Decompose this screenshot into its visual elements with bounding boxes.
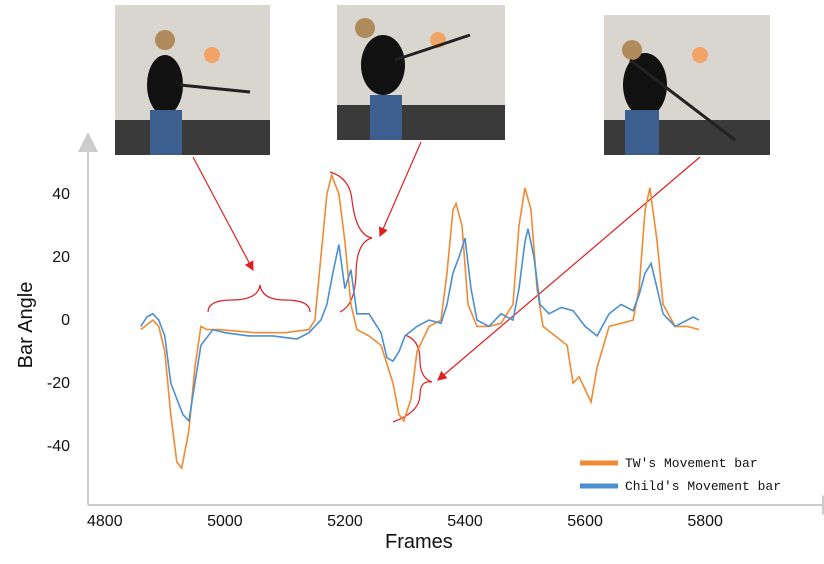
x-tick-label: 4800 bbox=[87, 513, 123, 530]
arrow bbox=[192, 156, 254, 272]
photo bbox=[604, 15, 770, 155]
arrow bbox=[378, 141, 422, 238]
brace bbox=[207, 284, 311, 313]
y-tick-label: 20 bbox=[52, 249, 70, 266]
x-tick-label: 5200 bbox=[327, 513, 363, 530]
legend-label: Child's Movement bar bbox=[625, 479, 781, 494]
series-line bbox=[140, 172, 700, 470]
x-tick-label: 5000 bbox=[207, 513, 243, 530]
x-tick-label: 5400 bbox=[447, 513, 483, 530]
x-tick-label: 5800 bbox=[687, 513, 723, 530]
series-line bbox=[140, 228, 700, 423]
y-tick-label: -40 bbox=[47, 438, 70, 455]
arrow bbox=[437, 156, 701, 381]
legend-label: TW's Movement bar bbox=[625, 456, 758, 471]
x-axis-label: Frames bbox=[385, 531, 453, 553]
brace bbox=[392, 334, 433, 423]
photo bbox=[115, 5, 270, 155]
photo bbox=[337, 5, 505, 140]
brace bbox=[329, 171, 373, 313]
y-tick-label: -20 bbox=[47, 375, 70, 392]
photos bbox=[115, 5, 770, 155]
y-tick-label: 40 bbox=[52, 186, 70, 203]
y-tick-label: 0 bbox=[61, 312, 70, 329]
x-tick-label: 5600 bbox=[567, 513, 603, 530]
y-axis-label: Bar Angle bbox=[15, 282, 37, 369]
